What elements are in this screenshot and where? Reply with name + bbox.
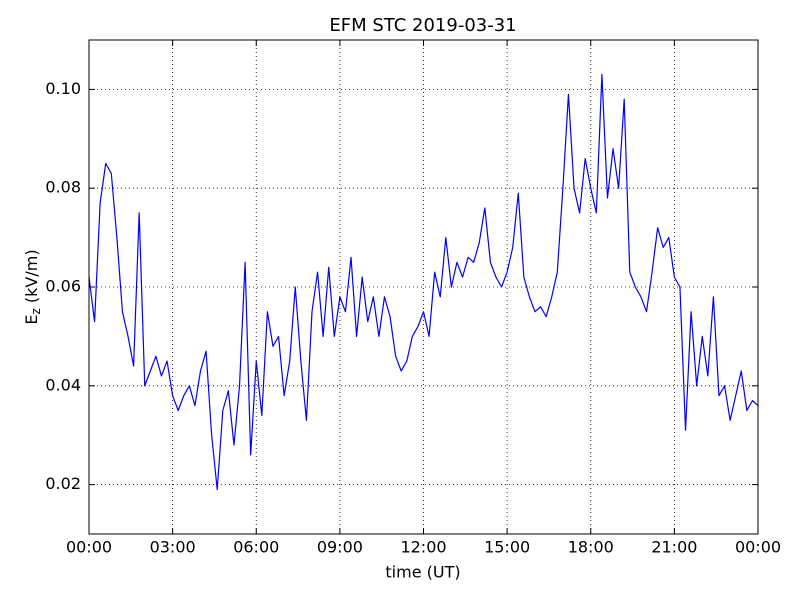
y-label-main: E [22,314,41,324]
y-axis-label: Ez (kV/m) [22,249,43,324]
x-tick-label: 00:00 [66,538,112,557]
y-tick-label: 0.02 [45,474,81,493]
y-tick-label: 0.06 [45,277,81,296]
y-label-unit: (kV/m) [22,249,41,308]
y-tick-label: 0.10 [45,79,81,98]
x-tick-label: 00:00 [735,538,781,557]
y-tick-label: 0.04 [45,375,81,394]
x-tick-label: 15:00 [484,538,530,557]
x-axis-label: time (UT) [385,563,460,582]
x-tick-label: 06:00 [233,538,279,557]
x-tick-label: 18:00 [568,538,614,557]
x-tick-label: 09:00 [317,538,363,557]
x-tick-label: 03:00 [150,538,196,557]
data-line [88,73,759,491]
y-tick-label: 0.08 [45,178,81,197]
plot-frame [88,39,759,535]
x-tick-label: 12:00 [400,538,446,557]
chart-title: EFM STC 2019-03-31 [329,15,516,36]
y-label-sub: z [29,308,43,314]
x-tick-label: 21:00 [651,538,697,557]
